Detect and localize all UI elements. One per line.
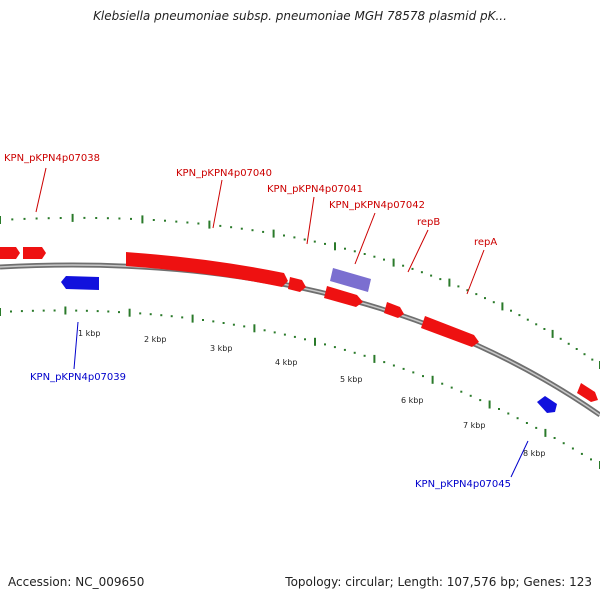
inner-tick-track (0, 306, 600, 469)
topology-summary: Topology: circular; Length: 107,576 bp; … (285, 575, 592, 589)
gene-arrow[interactable] (0, 247, 20, 259)
map-title: Klebsiella pneumoniae subsp. pneumoniae … (93, 9, 507, 23)
reverse-genes (61, 276, 557, 413)
gene-arrow-repB[interactable] (384, 302, 404, 318)
gene-arrow-repA[interactable] (421, 316, 479, 347)
gene-arrow-KPN_pKPN4p07039[interactable] (61, 276, 99, 290)
gene-label[interactable]: KPN_pKPN4p07040 (176, 168, 272, 179)
gene-arrow[interactable] (23, 247, 46, 259)
label-leaders (35, 167, 529, 478)
scale-label: 7 kbp (463, 421, 485, 430)
gene-arrow-KPN_pKPN4p07040[interactable] (126, 252, 288, 287)
gene-label[interactable]: repB (417, 217, 440, 228)
gene-arrow-KPN_pKPN4p07041[interactable] (330, 268, 371, 292)
scale-label: 1 kbp (78, 329, 100, 338)
scale-label: 2 kbp (144, 335, 166, 344)
gene-arrow[interactable] (288, 277, 306, 292)
accession-text: Accession: NC_009650 (8, 575, 145, 589)
gene-label[interactable]: KPN_pKPN4p07039 (30, 372, 126, 383)
scale-label: 4 kbp (275, 358, 297, 367)
gene-labels: KPN_pKPN4p07038 KPN_pKPN4p07040 KPN_pKPN… (4, 153, 511, 490)
gene-label[interactable]: KPN_pKPN4p07041 (267, 184, 363, 195)
gene-arrow-KPN_pKPN4p07045[interactable] (537, 396, 557, 413)
scale-label: 8 kbp (523, 449, 545, 458)
scale-label: 3 kbp (210, 344, 232, 353)
gene-label[interactable]: KPN_pKPN4p07042 (329, 200, 425, 211)
gene-arrow-KPN_pKPN4p07042[interactable] (324, 286, 363, 307)
outer-tick-track (0, 213, 600, 369)
scale-labels: 1 kbp 2 kbp 3 kbp 4 kbp 5 kbp 6 kbp 7 kb… (78, 329, 545, 458)
gene-label[interactable]: KPN_pKPN4p07038 (4, 153, 100, 164)
gene-label[interactable]: repA (474, 237, 497, 248)
scale-label: 5 kbp (340, 375, 362, 384)
scale-label: 6 kbp (401, 396, 423, 405)
gene-arrow[interactable] (577, 383, 598, 402)
gene-label[interactable]: KPN_pKPN4p07045 (415, 479, 511, 490)
forward-genes (0, 247, 598, 402)
